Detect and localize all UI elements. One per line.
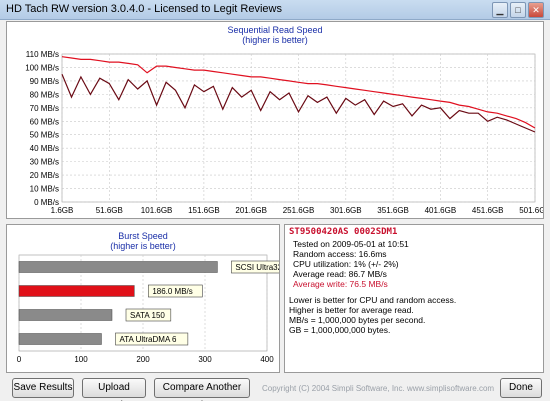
- average-read: Average read: 86.7 MB/s: [293, 269, 387, 279]
- burst-bar-label: 186.0 MB/s: [152, 287, 192, 296]
- y-tick-label: 110 MB/s: [26, 50, 59, 59]
- drive-info-panel: ST9500420AS 0002SDM1 Tested on 2009-05-0…: [284, 224, 544, 373]
- burst-label-box: [115, 332, 189, 346]
- x-tick-label: 201.6GB: [235, 206, 267, 215]
- drive-model: ST9500420AS 0002SDM1: [289, 227, 398, 237]
- close-icon[interactable]: ✕: [528, 2, 544, 18]
- burst-bar: [18, 333, 102, 345]
- burst-tick-label: 100: [74, 355, 88, 364]
- maximize-icon[interactable]: □: [510, 2, 526, 18]
- burst-chart-subtitle: (higher is better): [110, 241, 176, 251]
- done-button[interactable]: Done: [500, 378, 542, 398]
- title-bar: HD Tach RW version 3.0.4.0 - Licensed to…: [0, 0, 550, 20]
- burst-bar: [18, 285, 135, 297]
- x-tick-label: 501.6GB: [519, 206, 543, 215]
- x-tick-label: 151.6GB: [188, 206, 220, 215]
- y-tick-label: 70 MB/s: [30, 104, 59, 113]
- x-tick-label: 1.6GB: [51, 206, 74, 215]
- series-line-write: [61, 73, 536, 133]
- burst-label-box: [125, 308, 172, 322]
- y-tick-label: 80 MB/s: [30, 90, 59, 99]
- y-tick-label: 20 MB/s: [30, 171, 59, 180]
- x-tick-label: 301.6GB: [330, 206, 362, 215]
- x-tick-label: 101.6GB: [141, 206, 173, 215]
- read-chart: 0 MB/s 10 MB/s 20 MB/s 30 MB/s 40 MB/s 50 MB/…: [25, 50, 543, 215]
- burst-bar-label: SCSI Ultra320: [235, 263, 279, 272]
- burst-label-box: [148, 284, 203, 298]
- y-tick-label: 90 MB/s: [30, 77, 59, 86]
- note-mbs: MB/s = 1,000,000 bytes per second.: [289, 315, 426, 325]
- x-tick-label: 51.6GB: [96, 206, 123, 215]
- burst-bar: [18, 309, 113, 321]
- burst-label-box: [231, 260, 279, 274]
- cpu-utilization: CPU utilization: 1% (+/- 2%): [293, 259, 399, 269]
- burst-tick-label: 400: [260, 355, 274, 364]
- upload-results-button[interactable]: Upload Results: [82, 378, 146, 401]
- burst-chart-title: Burst Speed: [118, 231, 168, 241]
- tested-on: Tested on 2009-05-01 at 10:51: [293, 239, 409, 249]
- y-tick-label: 0 MB/s: [34, 198, 59, 207]
- copyright-text: Copyright (C) 2004 Simpli Software, Inc.…: [262, 384, 495, 393]
- x-tick-label: 401.6GB: [425, 206, 457, 215]
- read-chart-panel: Sequential Read Speed (higher is better)…: [6, 21, 544, 219]
- save-results-button[interactable]: Save Results: [12, 378, 74, 398]
- series-line-read: [61, 56, 536, 129]
- random-access: Random access: 16.6ms: [293, 249, 387, 259]
- read-chart-title: Sequential Read Speed: [227, 25, 323, 35]
- note-gb: GB = 1,000,000,000 bytes.: [289, 325, 391, 335]
- note-lower-better: Lower is better for CPU and random acces…: [289, 295, 457, 305]
- window-title: HD Tach RW version 3.0.4.0 - Licensed to…: [6, 3, 282, 15]
- y-tick-label: 30 MB/s: [30, 158, 59, 167]
- burst-chart-panel: Burst Speed (higher is better) 0 100 200 30…: [6, 224, 280, 373]
- y-tick-label: 100 MB/s: [25, 63, 59, 72]
- burst-bar-label: SATA 150: [130, 311, 165, 320]
- average-write: Average write: 76.5 MB/s: [293, 279, 388, 289]
- x-tick-label: 251.6GB: [283, 206, 315, 215]
- read-chart-subtitle: (higher is better): [242, 35, 308, 45]
- compare-drive-button[interactable]: Compare Another Drive: [154, 378, 250, 401]
- note-higher-better: Higher is better for average read.: [289, 305, 414, 315]
- minimize-icon[interactable]: ▁: [492, 2, 508, 18]
- y-tick-label: 10 MB/s: [30, 185, 59, 194]
- burst-tick-label: 200: [136, 355, 150, 364]
- burst-bar: [18, 261, 218, 273]
- burst-tick-label: 300: [198, 355, 212, 364]
- y-tick-label: 40 MB/s: [30, 144, 59, 153]
- x-tick-label: 451.6GB: [472, 206, 504, 215]
- y-tick-label: 60 MB/s: [30, 117, 59, 126]
- y-tick-label: 50 MB/s: [30, 131, 59, 140]
- burst-tick-label: 0: [17, 355, 22, 364]
- x-tick-label: 351.6GB: [377, 206, 409, 215]
- burst-chart: 0 100 200 300 400 SCSI Ultra320 186.0 MB/s SATA…: [17, 254, 279, 364]
- burst-bar-label: ATA UltraDMA 6: [119, 335, 177, 344]
